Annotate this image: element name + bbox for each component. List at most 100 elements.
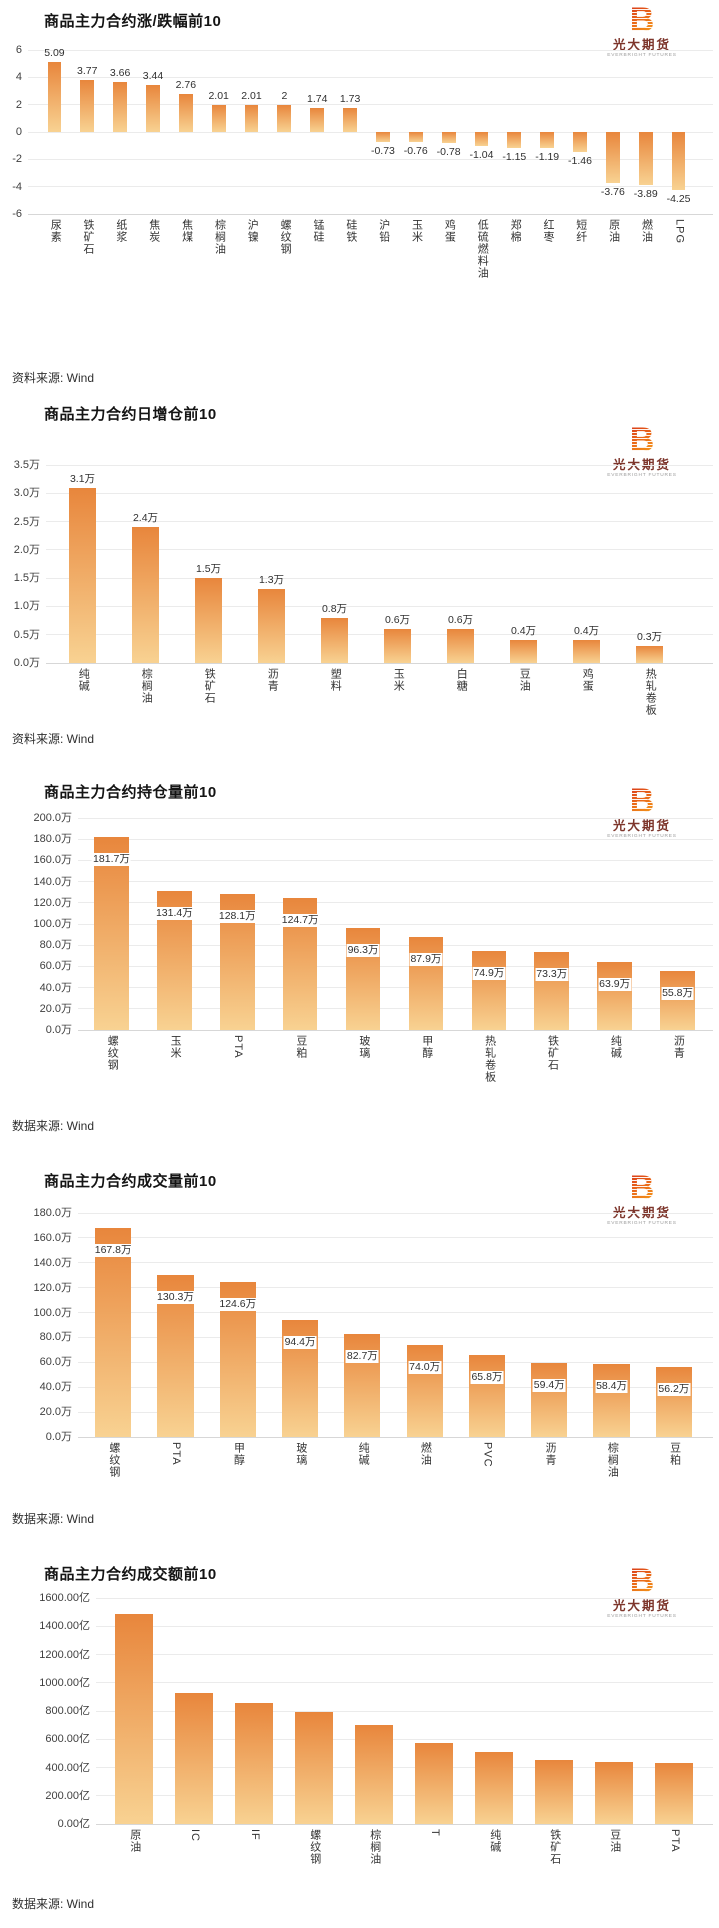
y-axis-tick-label: 80.0万 <box>39 1331 72 1344</box>
y-gridline <box>96 1823 713 1825</box>
bar-plot-volume: 180.0万 160.0万 140.0万 120.0万 100.0万 80.0万 60.0万… <box>0 1207 719 1443</box>
bar-LPG <box>671 132 686 191</box>
category-label-低硫燃料油: 低硫燃料油 <box>476 219 489 279</box>
bar-IF <box>235 1702 273 1824</box>
category-axis-open-interest: 螺纹钢 玉米 PTA 豆粕 玻璃 甲醇 热轧卷板 铁矿石 纯碱 沥青 <box>0 1030 719 1114</box>
y-axis-tick-label: 20.0万 <box>39 1406 72 1419</box>
category-label-IC: IC <box>188 1829 201 1842</box>
chart-title-position-increase: 商品主力合约日增仓前10 <box>44 406 217 423</box>
bar-IC <box>175 1693 213 1824</box>
category-label-纯碱: 纯碱 <box>357 1442 370 1466</box>
y-axis-tick-label: 80.0万 <box>39 939 72 952</box>
category-label-棕榈油: 棕榈油 <box>140 668 153 704</box>
category-label-螺纹钢: 螺纹钢 <box>107 1442 120 1478</box>
bar-豆油 <box>595 1761 633 1824</box>
chart-section-turnover-top10: 商品主力合约成交额前10 B 光大期货 EVERBRIGHT FUTURES 1… <box>0 1533 719 1928</box>
y-axis-tick-label: 2.5万 <box>13 515 40 528</box>
bar-热轧卷板 <box>471 950 507 1030</box>
y-gridline <box>28 49 713 51</box>
y-gridline <box>46 492 713 494</box>
category-label-尿素: 尿素 <box>49 219 62 243</box>
category-label-玻璃: 玻璃 <box>357 1035 370 1059</box>
category-label-燃油: 燃油 <box>640 219 653 243</box>
bar-铁矿石 <box>535 1760 573 1824</box>
y-gridline <box>78 838 713 840</box>
category-label-玉米: 玉米 <box>410 219 423 243</box>
category-axis-change: 尿素 铁矿石 纸浆 焦炭 焦煤 棕榈油 沪镍 螺纹钢 锰硅 硅铁 沪铅 玉米 鸡蛋 低硫燃料油 郑棉 红枣 短纤… <box>0 214 719 298</box>
everbright-b-icon: B <box>629 1 655 39</box>
category-label-棕榈油: 棕榈油 <box>606 1442 619 1478</box>
category-label-螺纹钢: 螺纹钢 <box>279 219 292 255</box>
logo-name-cn: 光大期货 <box>612 1599 671 1613</box>
bar-红枣 <box>540 132 555 149</box>
y-gridline <box>78 881 713 883</box>
category-label-纯碱: 纯碱 <box>488 1829 501 1853</box>
bar-螺纹钢 <box>295 1711 333 1824</box>
y-axis-tick-label: 1200.00亿 <box>39 1648 90 1661</box>
y-axis-tick-label: 160.0万 <box>33 1231 72 1244</box>
category-label-T: T <box>428 1829 441 1837</box>
bar-value-label: 167.8万 <box>93 1244 133 1258</box>
category-label-热轧卷板: 热轧卷板 <box>644 668 657 716</box>
category-axis-position-increase: 纯碱 棕榈油 铁矿石 沥青 塑料 玉米 白糖 豆油 鸡蛋 热轧卷板 <box>0 663 719 727</box>
everbright-logo: B 光大期货 EVERBRIGHT FUTURES <box>603 4 681 59</box>
y-gridline <box>46 521 713 523</box>
y-gridline <box>28 213 713 215</box>
category-label-纯碱: 纯碱 <box>77 668 90 692</box>
category-axis-turnover: 原油 IC IF 螺纹钢 棕榈油 T 纯碱 铁矿石 豆油 PTA <box>0 1824 719 1890</box>
bar-原油 <box>115 1613 153 1824</box>
everbright-b-icon: B <box>629 782 655 820</box>
category-label-甲醇: 甲醇 <box>420 1035 433 1059</box>
bar-value-label: -0.73 <box>370 144 395 157</box>
y-gridline <box>96 1710 713 1712</box>
y-gridline <box>78 1212 713 1214</box>
y-axis-tick-label: 40.0万 <box>39 981 72 994</box>
logo-name-cn: 光大期货 <box>612 38 671 52</box>
category-label-棕榈油: 棕榈油 <box>368 1829 381 1865</box>
category-label-铁矿石: 铁矿石 <box>203 668 216 704</box>
bar-value-label: 2 <box>281 89 288 102</box>
y-gridline <box>78 817 713 819</box>
y-axis-tick-label: 40.0万 <box>39 1381 72 1394</box>
category-label-郑棉: 郑棉 <box>509 219 522 243</box>
category-label-豆粕: 豆粕 <box>668 1442 681 1466</box>
bar-纸浆 <box>113 81 128 132</box>
bar-value-label: 181.7万 <box>92 853 131 867</box>
y-axis-tick-label: 1600.00亿 <box>39 1592 90 1604</box>
y-gridline <box>78 987 713 989</box>
chart-title-change: 商品主力合约涨/跌幅前10 <box>44 13 222 30</box>
y-gridline <box>46 577 713 579</box>
source-note: 资料来源: Wind <box>12 371 95 385</box>
y-axis-tick-label: 120.0万 <box>33 1281 72 1294</box>
logo-name-en: EVERBRIGHT FUTURES <box>607 834 677 839</box>
category-axis-volume: 螺纹钢 PTA 甲醇 玻璃 纯碱 燃油 PVC 沥青 棕榈油 豆粕 <box>0 1437 719 1497</box>
bar-value-label: 1.5万 <box>195 563 222 576</box>
bar-纯碱 <box>597 962 632 1030</box>
category-label-IF: IF <box>248 1829 261 1841</box>
y-gridline <box>46 464 713 466</box>
bar-棕榈油 <box>131 527 160 663</box>
y-gridline <box>78 1312 713 1314</box>
bar-value-label: 124.7万 <box>280 913 320 927</box>
y-gridline <box>46 605 713 607</box>
bar-value-label: 3.1万 <box>69 472 96 485</box>
bar-短纤 <box>573 132 587 152</box>
bar-value-label: 82.7万 <box>345 1350 379 1364</box>
y-gridline <box>78 859 713 861</box>
category-label-PTA: PTA <box>232 1035 245 1059</box>
y-gridline <box>78 1029 713 1031</box>
category-label-鸡蛋: 鸡蛋 <box>443 219 456 243</box>
bar-value-label: 74.0万 <box>408 1360 442 1374</box>
bar-plot-open-interest: 200.0万 180.0万 160.0万 140.0万 120.0万 100.0万 80.0… <box>0 812 719 1036</box>
logo-name-cn: 光大期货 <box>612 819 671 833</box>
y-axis-tick-label: 0.0万 <box>13 657 40 669</box>
logo-name-en: EVERBRIGHT FUTURES <box>607 1221 677 1226</box>
bar-白糖 <box>446 629 475 663</box>
everbright-logo: B 光大期货 EVERBRIGHT FUTURES <box>603 424 681 479</box>
bar-value-label: 0.6万 <box>447 614 474 627</box>
bar-value-label: 96.3万 <box>346 943 380 957</box>
chart-section-volume-top10: 商品主力合约成交量前10 B 光大期货 EVERBRIGHT FUTURES 1… <box>0 1140 719 1533</box>
source-note: 数据来源: Wind <box>12 1119 95 1133</box>
bar-PTA <box>655 1763 693 1824</box>
bar-沥青 <box>531 1363 568 1437</box>
